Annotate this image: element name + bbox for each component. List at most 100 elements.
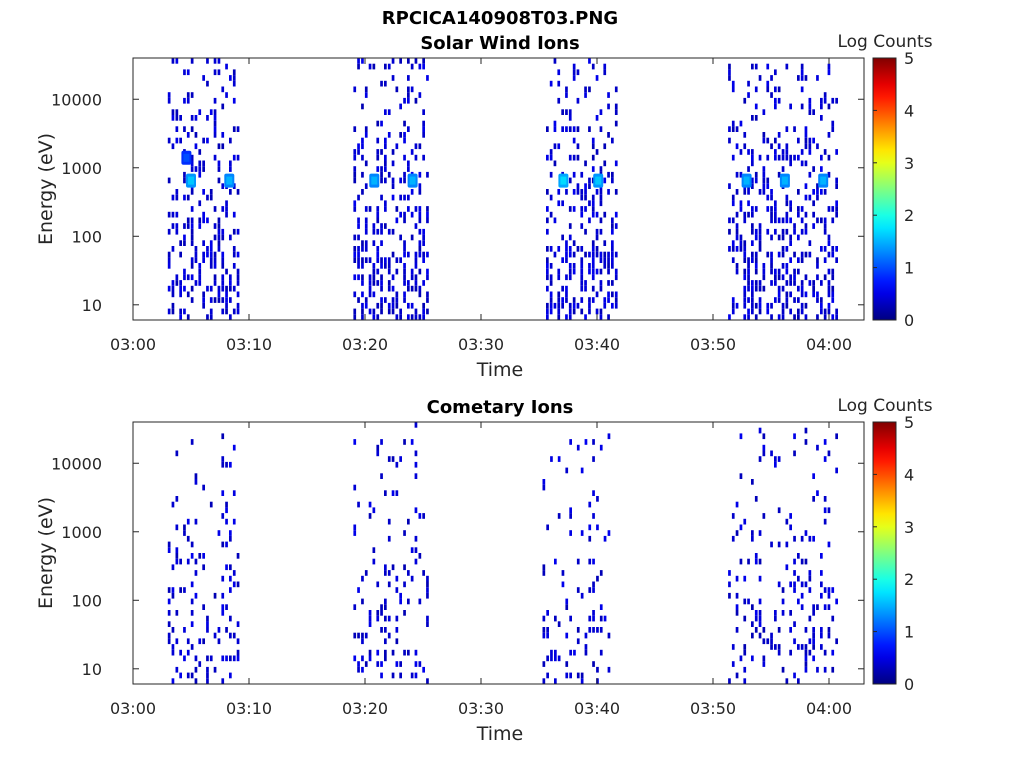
- count-cell: [797, 297, 800, 303]
- count-cell: [572, 137, 576, 144]
- count-cell: [206, 678, 209, 684]
- count-cell: [797, 598, 800, 605]
- count-cell: [171, 285, 175, 292]
- count-cell: [800, 644, 804, 650]
- count-cell: [553, 217, 557, 224]
- count-cell: [422, 120, 425, 127]
- count-cell: [357, 257, 360, 263]
- count-cell: [735, 501, 739, 508]
- count-cell: [607, 291, 610, 298]
- count-cell: [213, 126, 217, 132]
- count-cell: [198, 160, 202, 167]
- count-cell: [546, 302, 549, 309]
- count-cell: [361, 274, 364, 281]
- count-cell: [361, 189, 364, 195]
- count-cell: [611, 137, 614, 144]
- count-cell: [591, 297, 595, 303]
- count-cell: [762, 109, 766, 115]
- x-tick-label: 03:00: [110, 699, 156, 718]
- count-cell: [217, 217, 221, 224]
- count-cell: [614, 274, 618, 281]
- count-cell: [414, 263, 418, 269]
- count-cell: [607, 257, 610, 263]
- count-cell: [167, 598, 171, 605]
- count-cell: [202, 166, 205, 172]
- count-cell: [167, 285, 171, 292]
- count-cell: [572, 308, 576, 315]
- count-cell: [754, 314, 758, 320]
- count-cell: [568, 234, 572, 241]
- count-cell: [542, 484, 546, 491]
- count-cell: [603, 211, 607, 218]
- count-cell: [754, 86, 758, 93]
- count-cell: [793, 251, 796, 258]
- count-cell: [747, 285, 750, 292]
- count-cell: [418, 314, 422, 320]
- count-cell: [179, 285, 182, 292]
- count-cell: [179, 291, 182, 298]
- count-cell: [171, 194, 175, 201]
- count-cell: [209, 263, 213, 269]
- count-cell: [754, 558, 758, 565]
- count-cell: [380, 274, 383, 281]
- count-cell: [167, 638, 171, 645]
- count-cell: [426, 217, 429, 224]
- count-cell: [357, 632, 360, 639]
- count-cell: [777, 541, 781, 548]
- count-cell: [607, 171, 610, 178]
- count-cell: [739, 206, 743, 212]
- count-cell: [410, 672, 414, 679]
- count-cell: [357, 274, 360, 281]
- count-cell: [361, 302, 364, 309]
- count-cell: [209, 297, 213, 303]
- count-cell: [735, 530, 739, 536]
- count-cell: [614, 211, 618, 218]
- count-cell: [403, 97, 406, 104]
- count-cell: [403, 564, 406, 571]
- count-cell: [353, 632, 357, 639]
- count-cell: [546, 672, 549, 679]
- count-cell: [572, 240, 576, 246]
- count-cell: [595, 115, 599, 121]
- count-cell: [591, 240, 595, 246]
- count-cell: [770, 194, 773, 201]
- count-cell: [549, 194, 553, 201]
- count-cell: [213, 263, 217, 269]
- count-cell: [743, 678, 747, 684]
- count-cell: [766, 86, 770, 93]
- count-cell: [190, 553, 194, 559]
- count-cell: [804, 427, 808, 434]
- count-cell: [804, 581, 808, 588]
- count-cell: [793, 154, 796, 161]
- count-cell: [739, 655, 743, 662]
- count-cell: [229, 280, 232, 286]
- count-cell: [357, 263, 360, 269]
- count-cell: [217, 627, 221, 633]
- count-cell: [800, 592, 804, 599]
- count-cell: [758, 297, 762, 303]
- count-cell: [595, 251, 599, 258]
- count-cell: [812, 137, 815, 144]
- count-cell: [206, 58, 209, 64]
- count-cell: [198, 166, 202, 172]
- count-cell: [206, 251, 209, 258]
- count-cell: [175, 496, 179, 502]
- count-cell: [835, 206, 838, 212]
- count-cell: [387, 268, 391, 275]
- count-cell: [599, 649, 603, 656]
- count-cell: [580, 257, 584, 263]
- count-cell: [384, 200, 387, 207]
- count-cell: [580, 280, 584, 286]
- count-cell: [591, 206, 595, 212]
- count-cell: [175, 189, 179, 195]
- count-cell: [777, 217, 781, 224]
- count-cell: [546, 246, 549, 252]
- count-cell: [588, 615, 592, 622]
- count-cell: [747, 268, 750, 275]
- count-cell: [777, 507, 781, 514]
- count-cell: [827, 592, 831, 599]
- count-cell: [407, 251, 410, 258]
- count-cell: [372, 291, 376, 298]
- count-cell: [380, 627, 383, 633]
- count-cell: [387, 302, 391, 309]
